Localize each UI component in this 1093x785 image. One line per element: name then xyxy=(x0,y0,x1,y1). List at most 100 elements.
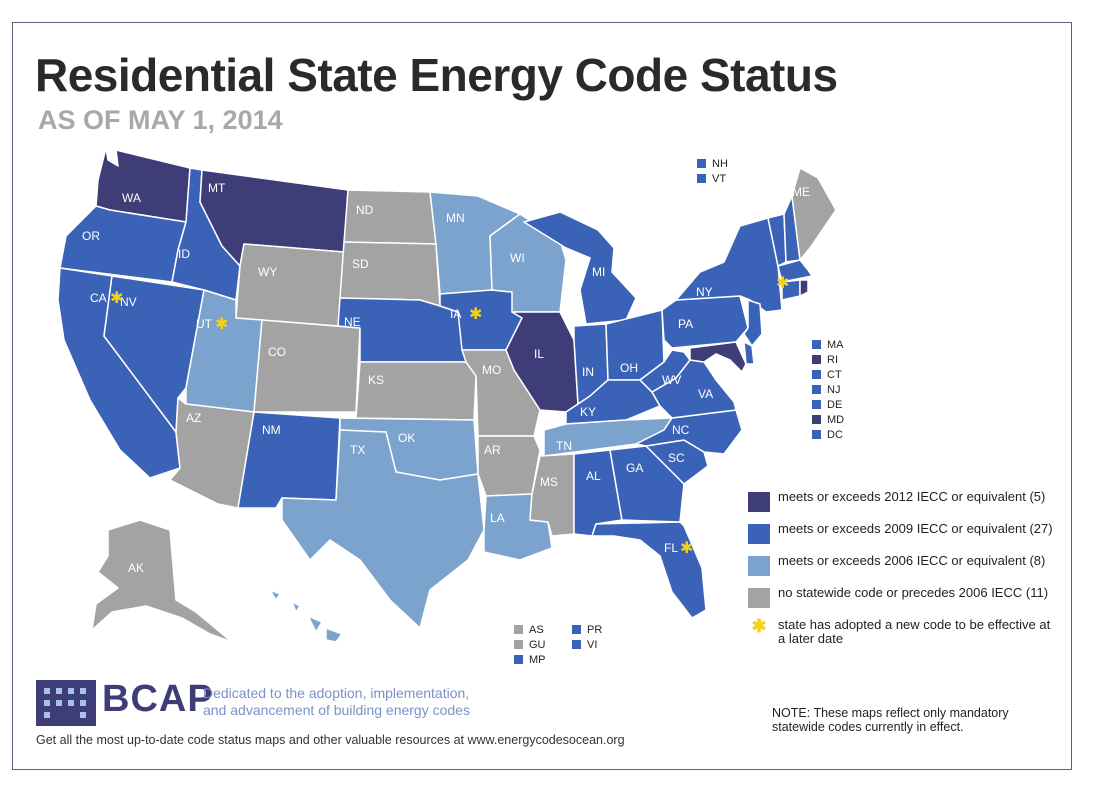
territory-row: GU xyxy=(514,637,546,652)
territory-row: PR xyxy=(572,622,602,637)
logo-window xyxy=(44,688,50,694)
state-ks[interactable] xyxy=(355,361,477,421)
label-wy: WY xyxy=(258,265,277,279)
state-nc[interactable] xyxy=(635,409,743,455)
label-wi: WI xyxy=(510,251,525,265)
territory-label-vi: VI xyxy=(587,638,598,651)
logo-window xyxy=(56,688,62,694)
label-co: CO xyxy=(268,345,286,359)
ne-top-row: NH xyxy=(697,156,728,171)
star-ut-icon: ✱ xyxy=(215,314,228,333)
label-tn: TN xyxy=(556,439,572,453)
star-icon: ✱ xyxy=(751,616,767,636)
legend-row: meets or exceeds 2012 IECC or equivalent… xyxy=(748,490,1058,512)
star-ca-icon: ✱ xyxy=(110,288,123,307)
adoption-stars: ✱ ✱ ✱ ✱ ✱ xyxy=(110,273,789,557)
state-ga[interactable] xyxy=(609,445,685,523)
state-nm[interactable] xyxy=(237,411,341,509)
legend-swatch-2012 xyxy=(748,492,770,512)
legend-row: no statewide code or precedes 2006 IECC … xyxy=(748,586,1058,608)
state-wy[interactable] xyxy=(235,243,345,327)
ne-label-ct: CT xyxy=(827,368,842,381)
label-la: LA xyxy=(490,511,505,525)
state-de[interactable] xyxy=(743,341,755,365)
ne-label-de: DE xyxy=(827,398,843,411)
territory-label-pr: PR xyxy=(587,623,603,636)
legend-row: ✱ state has adopted a new code to be effe… xyxy=(748,616,1058,646)
legend-swatch-none xyxy=(748,588,770,608)
label-mn: MN xyxy=(446,211,465,225)
label-in: IN xyxy=(582,365,594,379)
state-md[interactable] xyxy=(689,341,747,373)
label-ar: AR xyxy=(484,443,501,457)
label-sc: SC xyxy=(668,451,685,465)
swatch-ri xyxy=(812,355,821,364)
logo-window xyxy=(80,712,86,718)
label-ga: GA xyxy=(626,461,643,475)
logo-window xyxy=(68,700,74,706)
state-ma[interactable] xyxy=(777,259,813,283)
state-hi[interactable] xyxy=(269,589,343,643)
ne-side-row: MA xyxy=(812,337,844,352)
ne-label-ma: MA xyxy=(827,338,844,351)
label-nd: ND xyxy=(356,203,374,217)
swatch-dc xyxy=(812,430,821,439)
swatch-nj xyxy=(812,385,821,394)
state-pa[interactable] xyxy=(661,295,749,349)
logo-window xyxy=(80,688,86,694)
brand-name: BCAP xyxy=(102,678,214,720)
territories-col2: PR VI xyxy=(572,622,602,652)
label-tx: TX xyxy=(350,443,365,457)
state-il[interactable] xyxy=(505,311,579,413)
ne-label-vt: VT xyxy=(712,172,727,185)
label-ok: OK xyxy=(398,431,415,445)
ne-side-row: CT xyxy=(812,367,844,382)
state-tx[interactable] xyxy=(281,429,485,629)
label-id: ID xyxy=(178,247,190,261)
map-title: Residential State Energy Code Status xyxy=(35,49,838,101)
swatch-ct xyxy=(812,370,821,379)
label-va: VA xyxy=(698,387,713,401)
territories-col1: AS GU MP xyxy=(514,622,546,667)
state-nd[interactable] xyxy=(343,189,437,245)
state-mi[interactable] xyxy=(523,211,637,325)
state-ak[interactable] xyxy=(91,519,233,643)
ne-side-row: MD xyxy=(812,412,844,427)
brand-tagline: Dedicated to the adoption, implementatio… xyxy=(203,685,470,719)
state-sd[interactable] xyxy=(339,241,441,307)
state-wv[interactable] xyxy=(639,349,691,393)
state-fl[interactable] xyxy=(591,521,707,619)
ne-label-ri: RI xyxy=(827,353,838,366)
swatch-gu xyxy=(514,640,523,649)
legend-swatch-2006 xyxy=(748,556,770,576)
logo-window xyxy=(56,700,62,706)
logo-window xyxy=(44,712,50,718)
legend-swatch-2009 xyxy=(748,524,770,544)
territory-label-mp: MP xyxy=(529,653,546,666)
brand-tagline-line1: Dedicated to the adoption, implementatio… xyxy=(203,685,470,701)
legend-text-2006: meets or exceeds 2006 IECC or equivalent… xyxy=(778,553,1046,568)
label-wa: WA xyxy=(122,191,141,205)
state-me[interactable] xyxy=(791,167,837,261)
label-ut: UT xyxy=(196,317,213,331)
label-wv: WV xyxy=(662,373,681,387)
legend-text-2012: meets or exceeds 2012 IECC or equivalent… xyxy=(778,489,1046,504)
ne-top-legend: NH VT xyxy=(697,156,728,186)
label-ak: AK xyxy=(128,561,144,575)
state-ri[interactable] xyxy=(799,279,809,297)
swatch-vt xyxy=(697,174,706,183)
swatch-as xyxy=(514,625,523,634)
swatch-vi xyxy=(572,640,581,649)
label-ks: KS xyxy=(368,373,384,387)
label-nm: NM xyxy=(262,423,281,437)
state-co[interactable] xyxy=(253,319,361,413)
label-me: ME xyxy=(792,185,810,199)
label-mt: MT xyxy=(208,181,226,195)
label-ky: KY xyxy=(580,405,596,419)
label-mo: MO xyxy=(482,363,501,377)
legend-row: meets or exceeds 2006 IECC or equivalent… xyxy=(748,554,1058,576)
ne-label-md: MD xyxy=(827,413,845,426)
swatch-ma xyxy=(812,340,821,349)
swatch-nh xyxy=(697,159,706,168)
